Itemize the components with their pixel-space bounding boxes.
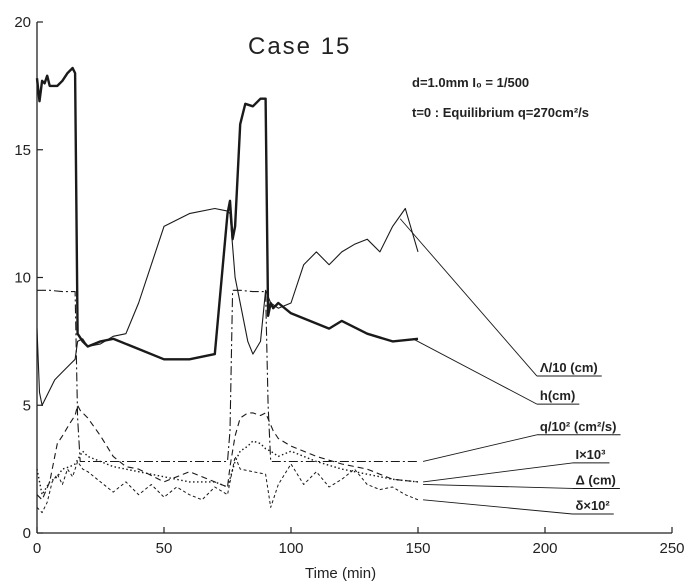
series-line-3 bbox=[37, 289, 418, 463]
legend-leader-1 bbox=[399, 218, 538, 377]
legend-label-2: h(cm) bbox=[540, 388, 575, 403]
series-line-4 bbox=[36, 404, 419, 501]
y-tick-label: 10 bbox=[14, 270, 31, 287]
x-tick-label: 0 bbox=[33, 540, 41, 557]
x-tick-label: 150 bbox=[405, 540, 430, 557]
x-ticks: 0 50 100 150 200 250 bbox=[33, 527, 685, 557]
series-line-5 bbox=[36, 440, 419, 496]
x-tick-label: 250 bbox=[659, 540, 684, 557]
annotation-line-1: d=1.0mm I₀ = 1/500 bbox=[412, 75, 529, 90]
series-line-2 bbox=[35, 66, 419, 361]
y-tick-label: 15 bbox=[14, 142, 31, 159]
axes: 0 50 100 150 200 250 0 5 10 15 20 bbox=[14, 14, 684, 557]
series-line-6 bbox=[36, 455, 419, 514]
legend-leader-6 bbox=[423, 499, 573, 515]
series-layer bbox=[35, 66, 419, 514]
legend-label-1: Λ/10 (cm) bbox=[540, 360, 598, 375]
y-ticks: 0 5 10 15 20 bbox=[14, 14, 43, 542]
x-tick-label: 50 bbox=[156, 540, 173, 557]
x-axis-title: Time (min) bbox=[305, 565, 376, 582]
legend-leader-2 bbox=[412, 338, 538, 405]
chart-title: Case 15 bbox=[248, 33, 351, 60]
legend-label-4: I×10³ bbox=[575, 447, 606, 462]
y-tick-label: 0 bbox=[23, 525, 31, 542]
legend-label-3: q/10² (cm²/s) bbox=[540, 419, 617, 434]
x-tick-label: 200 bbox=[532, 540, 557, 557]
y-tick-label: 20 bbox=[14, 14, 31, 31]
y-tick-label: 5 bbox=[23, 397, 31, 414]
legend-label-6: δ×10² bbox=[575, 498, 610, 513]
annotation-line-2: t=0 : Equilibrium q=270cm²/s bbox=[412, 105, 589, 120]
legend-leader-5 bbox=[423, 484, 573, 489]
legend-leader-3 bbox=[422, 434, 538, 462]
x-tick-label: 100 bbox=[278, 540, 303, 557]
legend-layer: Λ/10 (cm) h(cm) q/10² (cm²/s) I×10³ Δ (cm) δ×… bbox=[399, 218, 621, 515]
legend-label-5: Δ (cm) bbox=[575, 472, 615, 487]
series-line-1 bbox=[36, 207, 419, 406]
legend-leader-4 bbox=[423, 462, 573, 483]
